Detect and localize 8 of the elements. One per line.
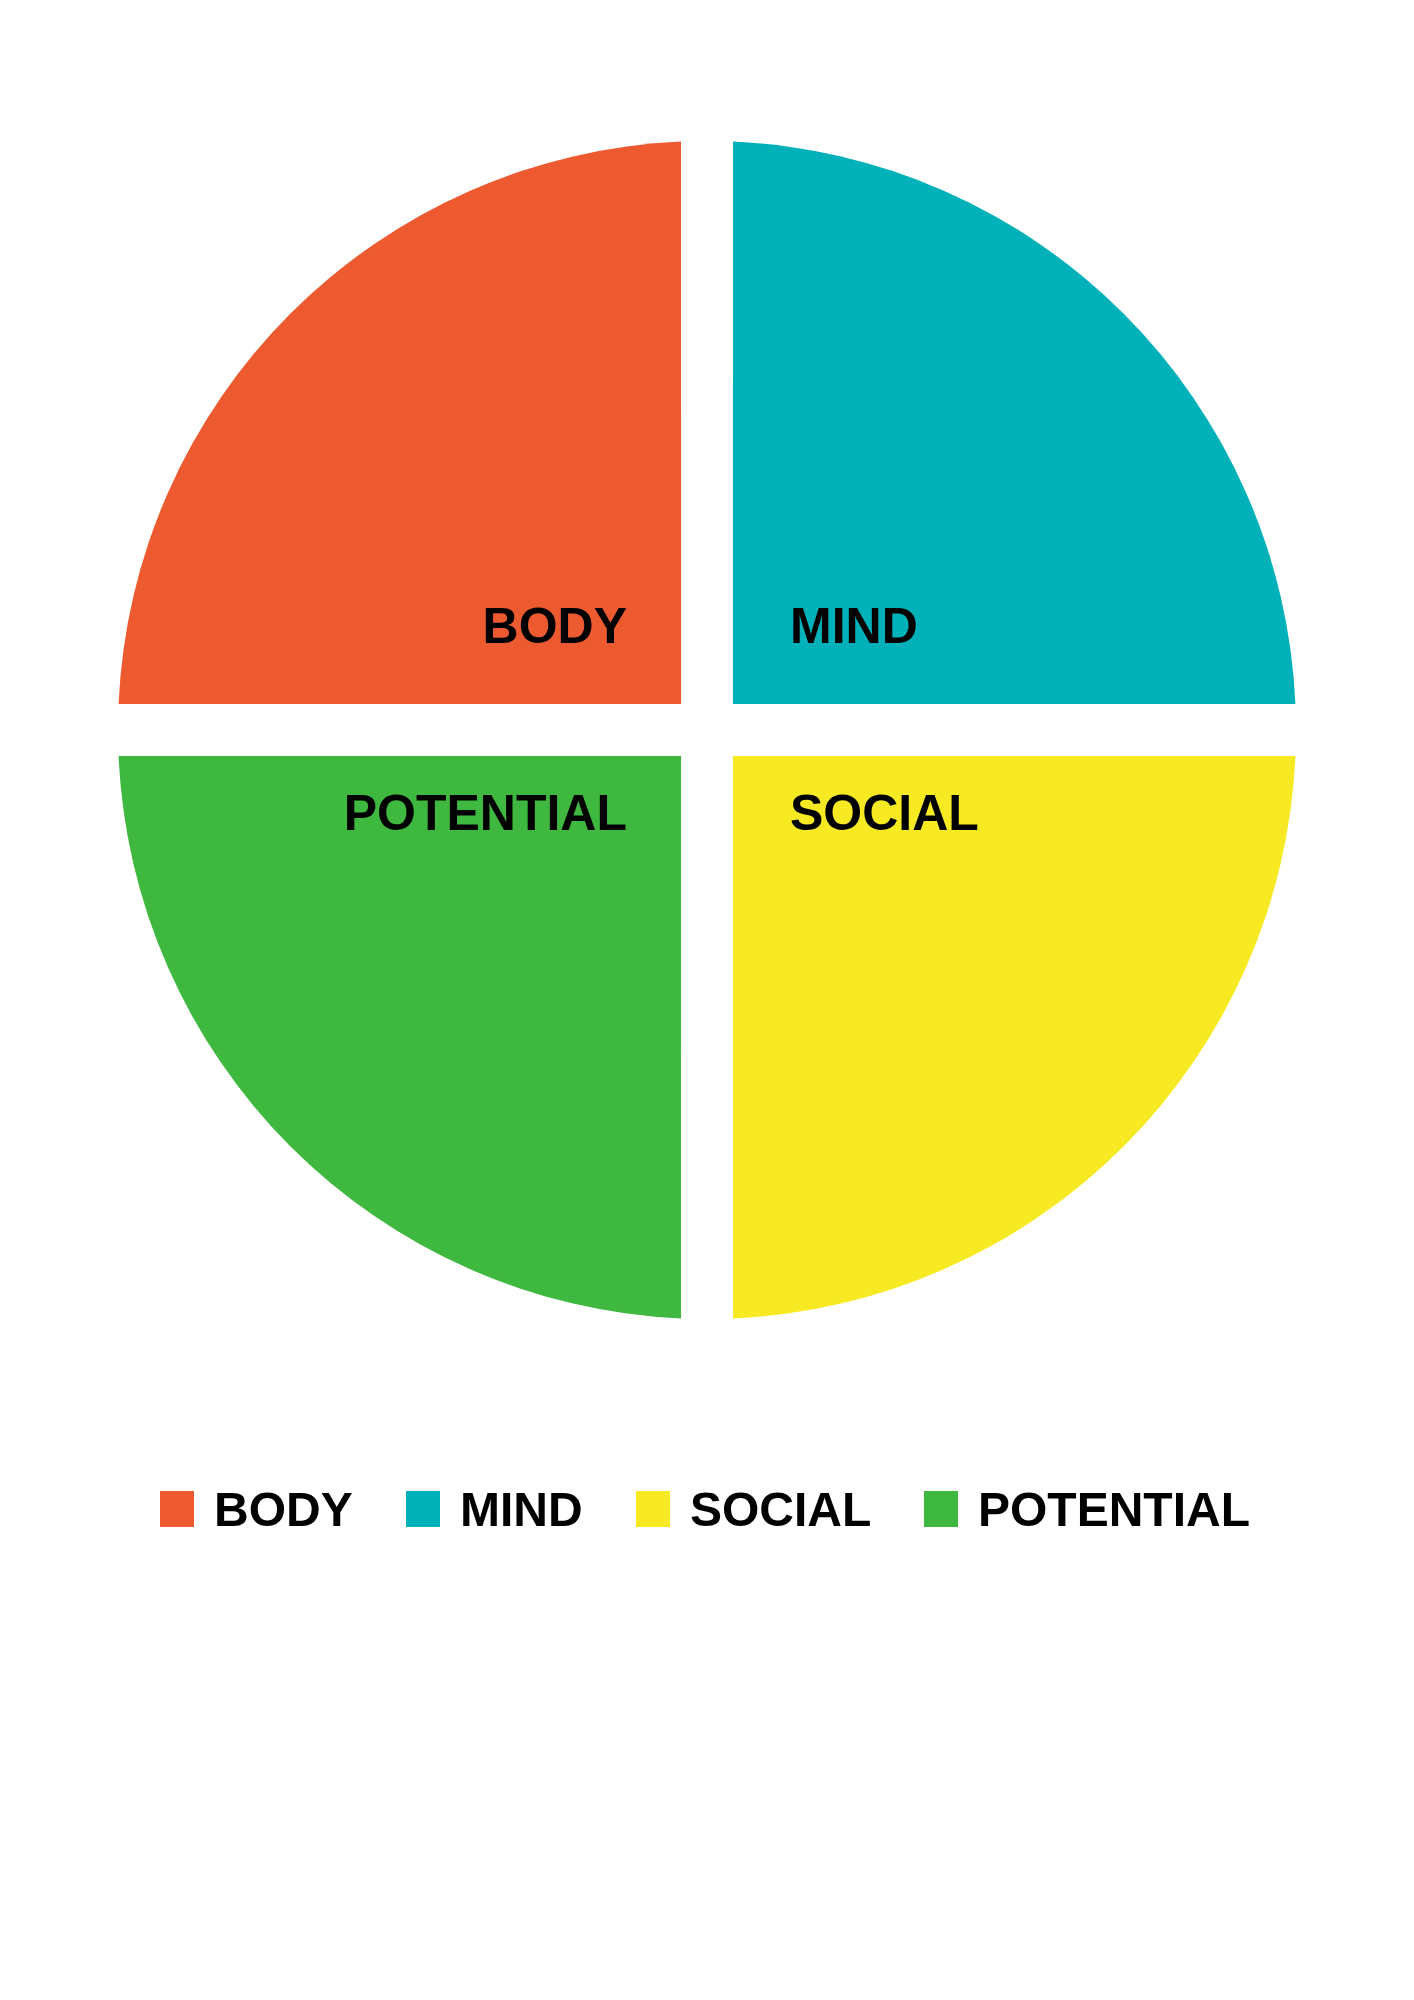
slice-label: BODY (482, 598, 627, 654)
legend-label: POTENTIAL (978, 1483, 1250, 1536)
legend-label: BODY (214, 1483, 353, 1536)
legend-label: SOCIAL (690, 1483, 872, 1536)
slice-label: MIND (790, 598, 918, 654)
legend-label: MIND (460, 1483, 583, 1536)
slice-label: POTENTIAL (343, 785, 627, 841)
slice-label: SOCIAL (790, 785, 979, 841)
